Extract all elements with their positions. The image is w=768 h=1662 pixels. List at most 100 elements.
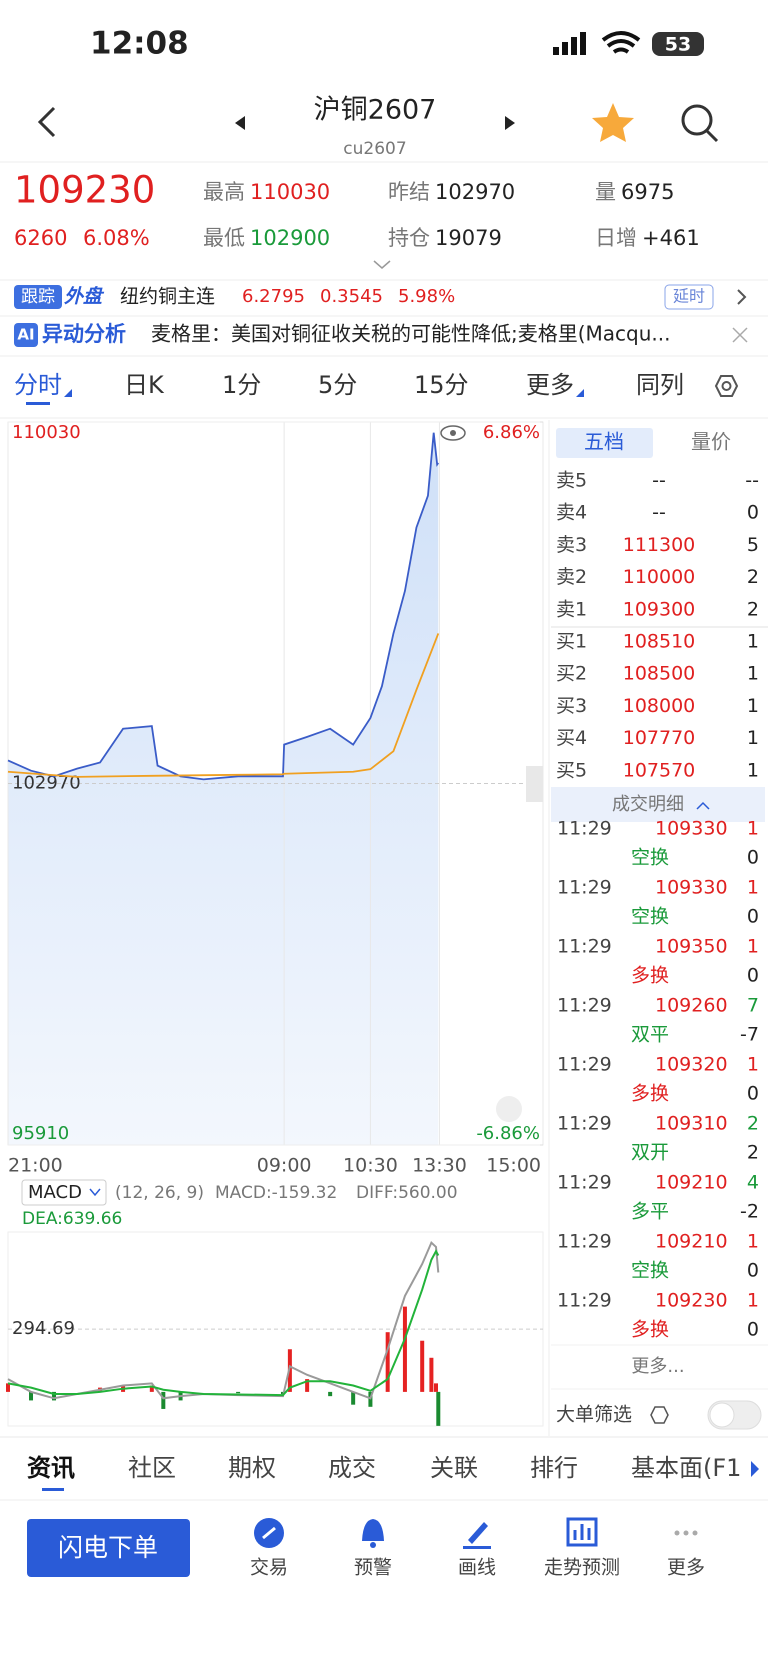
prev-button[interactable]	[235, 116, 245, 130]
expand-button[interactable]	[373, 260, 391, 269]
tab-underline	[26, 402, 50, 405]
period-tab[interactable]: 分时	[14, 371, 62, 399]
period-tab[interactable]: 同列	[636, 371, 684, 399]
action-label[interactable]: 更多	[667, 1557, 705, 1579]
ticker-name[interactable]: 纽约铜主连	[120, 286, 215, 308]
search-button[interactable]	[681, 104, 719, 143]
book-label: 卖1	[556, 598, 587, 620]
book-volume: 5	[747, 534, 759, 556]
x-tick-label: 13:30	[412, 1155, 467, 1177]
contract-title: 沪铜2607	[314, 95, 437, 126]
dea-value: DEA:639.66	[22, 1209, 122, 1229]
period-tab[interactable]: 15分	[414, 371, 469, 399]
dropdown-mark	[64, 389, 72, 397]
trade-price: 109310	[655, 1113, 728, 1135]
macd-bar	[52, 1391, 57, 1401]
trade-volume: 1	[747, 1290, 759, 1312]
bottom-tab[interactable]: 期权	[228, 1454, 276, 1482]
stat-value: 110030	[250, 180, 330, 204]
book-price: 109300	[623, 598, 696, 620]
bottom-tab[interactable]: 社区	[128, 1454, 176, 1482]
macd-bar	[328, 1391, 333, 1397]
book-tab[interactable]: 量价	[691, 430, 731, 454]
bottom-tabs: 资讯 社区 期权 成交 关联 排行 基本面(F1	[27, 1454, 741, 1491]
macd-bar	[6, 1383, 10, 1392]
bottom-tab[interactable]: 排行	[530, 1454, 578, 1482]
action-icon[interactable]	[674, 1530, 698, 1536]
ai-badge	[14, 323, 38, 347]
fullscreen-button[interactable]	[496, 1096, 522, 1122]
macd-chart: 294.69	[6, 1231, 544, 1427]
action-label[interactable]: 走势预测	[544, 1557, 620, 1579]
action-icon[interactable]	[254, 1518, 284, 1548]
stat-value: 19079	[435, 226, 502, 250]
tabs-scroll[interactable]	[751, 1461, 759, 1477]
collapse-arrow	[696, 801, 710, 810]
macd-bar	[402, 1306, 407, 1392]
macd-bar	[236, 1391, 241, 1394]
alert-title: 异动分析	[42, 322, 126, 346]
trade-type-volume: 0	[747, 847, 759, 869]
trade-type-volume: 0	[747, 906, 759, 928]
alert-text[interactable]: 麦格里：美国对铜征收关税的可能性降低;麦格里(Macqu...	[151, 322, 671, 346]
bottom-tab[interactable]: 成交	[328, 1454, 376, 1482]
next-button[interactable]	[505, 116, 515, 130]
ticker-badge-text: 跟踪	[21, 287, 55, 307]
price-change: 6260	[14, 226, 67, 250]
ticker-change-pct: 5.98%	[398, 286, 455, 307]
dropdown-mark	[576, 389, 584, 397]
action-label[interactable]: 预警	[354, 1557, 392, 1579]
bottom-tab[interactable]: 基本面(F1	[631, 1454, 741, 1482]
series-line	[7, 432, 440, 781]
trades-title[interactable]: 成交明细	[612, 794, 684, 815]
trade-time: 11:29	[557, 995, 612, 1017]
book-price: 107770	[623, 727, 696, 749]
book-tab[interactable]: 五档	[584, 430, 624, 454]
y-tick-label: 95910	[12, 1123, 69, 1144]
period-tab[interactable]: 日K	[124, 371, 165, 399]
trade-time: 11:29	[557, 818, 612, 840]
back-button[interactable]	[37, 106, 56, 138]
eye-icon[interactable]	[440, 425, 466, 441]
trade-type: 多换	[631, 1083, 669, 1105]
stat-label: 持仓	[388, 226, 430, 250]
period-tab[interactable]: 1分	[222, 371, 261, 399]
ticker-arrow[interactable]	[737, 289, 747, 305]
action-icon[interactable]	[463, 1522, 491, 1549]
ticker-badge	[14, 285, 62, 309]
more-trades[interactable]: 更多...	[631, 1356, 684, 1377]
filter-settings[interactable]	[650, 1406, 669, 1424]
close-alert[interactable]	[732, 327, 748, 343]
period-tab[interactable]: 5分	[318, 371, 357, 399]
book-volume: 1	[747, 695, 759, 717]
action-icon[interactable]	[566, 1517, 598, 1547]
order-button[interactable]	[27, 1519, 190, 1577]
chart-handle[interactable]	[526, 766, 543, 802]
trade-type-volume: -2	[740, 1201, 759, 1223]
delay-text: 延时	[673, 287, 705, 306]
filter-label: 大单筛选	[556, 1404, 632, 1426]
action-label[interactable]: 交易	[250, 1557, 288, 1579]
book-volume: 2	[747, 566, 759, 588]
book-label: 卖3	[556, 534, 587, 556]
bottom-tab[interactable]: 关联	[430, 1454, 478, 1482]
settings-dot	[721, 381, 732, 391]
clock: 12:08	[90, 26, 189, 62]
indicator-params: (12, 26, 9)	[115, 1183, 204, 1203]
action-icon[interactable]	[362, 1519, 384, 1548]
macd-value: MACD:-159.32	[215, 1183, 337, 1203]
indicator-select[interactable]	[21, 1179, 107, 1206]
bottom-tab[interactable]: 资讯	[27, 1454, 75, 1482]
trade-list: 11:29 109330 1 空换 0 11:29 109330 1 空换 0 11:29 10935…	[557, 818, 759, 1341]
stat-label: 最低	[203, 226, 245, 250]
period-tab[interactable]: 更多	[526, 371, 574, 399]
favorite-star[interactable]	[592, 103, 634, 142]
action-label[interactable]: 画线	[458, 1557, 496, 1579]
trade-type: 空换	[631, 1260, 669, 1282]
x-tick-label: 10:30	[343, 1155, 398, 1177]
action-items: 交易 预警 画线 走势预测 更多	[250, 1517, 705, 1579]
trade-type: 多换	[631, 1319, 669, 1341]
settings-button[interactable]	[714, 375, 739, 397]
trade-price: 109330	[655, 877, 728, 899]
